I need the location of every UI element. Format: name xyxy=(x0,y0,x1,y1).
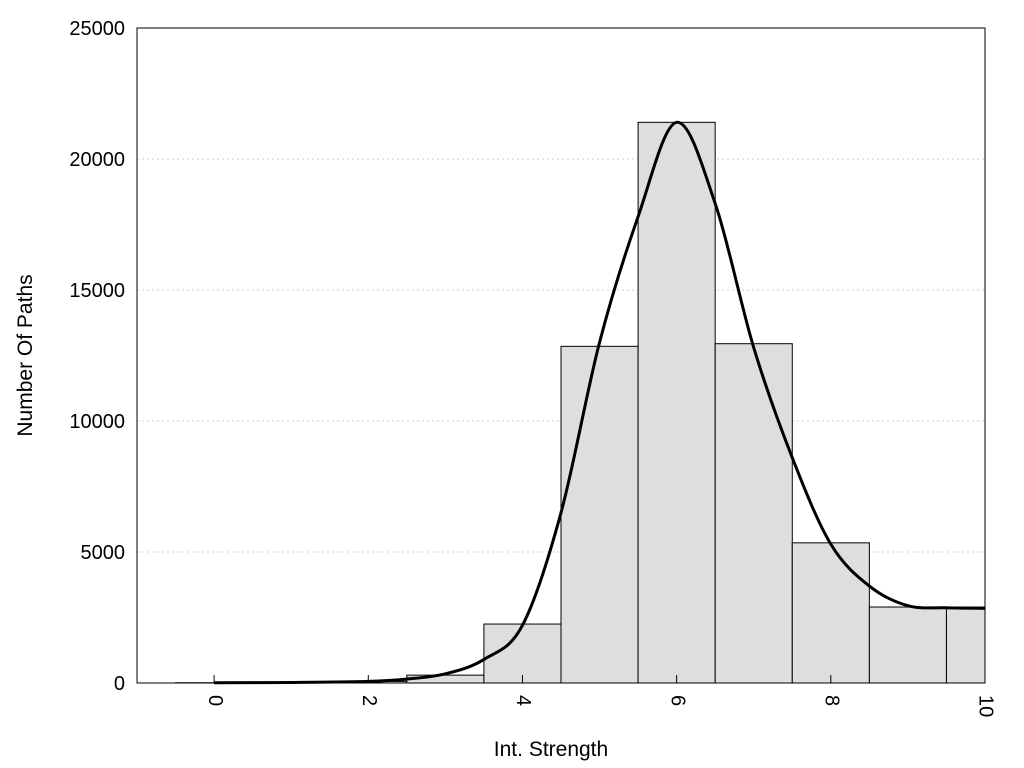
histogram-bar xyxy=(714,343,793,684)
x-axis-label: Int. Strength xyxy=(494,738,608,761)
histogram-bar xyxy=(560,345,639,684)
y-tick-label: 10000 xyxy=(69,411,125,433)
x-tick-label: 2 xyxy=(358,695,380,706)
x-tick-label: 4 xyxy=(512,695,534,706)
y-tick-label: 5000 xyxy=(81,542,126,564)
plot-frame xyxy=(136,27,986,684)
x-tick-label: 8 xyxy=(821,695,843,706)
histogram-bar xyxy=(868,606,947,684)
density-curve xyxy=(214,120,986,685)
histogram-bar xyxy=(791,542,870,684)
y-tick-label: 15000 xyxy=(69,280,125,302)
y-tick-label: 0 xyxy=(114,673,125,695)
x-tick-label: 10 xyxy=(975,695,997,717)
x-tick-label: 6 xyxy=(666,695,688,706)
histogram-bar xyxy=(945,606,986,684)
density-curve-group xyxy=(214,120,986,685)
y-axis-ticks: 0 5000 10000 15000 20000 25000 xyxy=(69,18,125,695)
bars xyxy=(175,121,986,684)
y-tick-label: 20000 xyxy=(69,149,125,171)
histogram-bar xyxy=(637,121,716,684)
y-tick-label: 25000 xyxy=(69,18,125,40)
y-axis-label: Number Of Paths xyxy=(14,274,37,436)
x-tick-label: 0 xyxy=(204,695,226,706)
x-axis-ticks: 0 2 4 6 8 10 xyxy=(204,675,997,717)
